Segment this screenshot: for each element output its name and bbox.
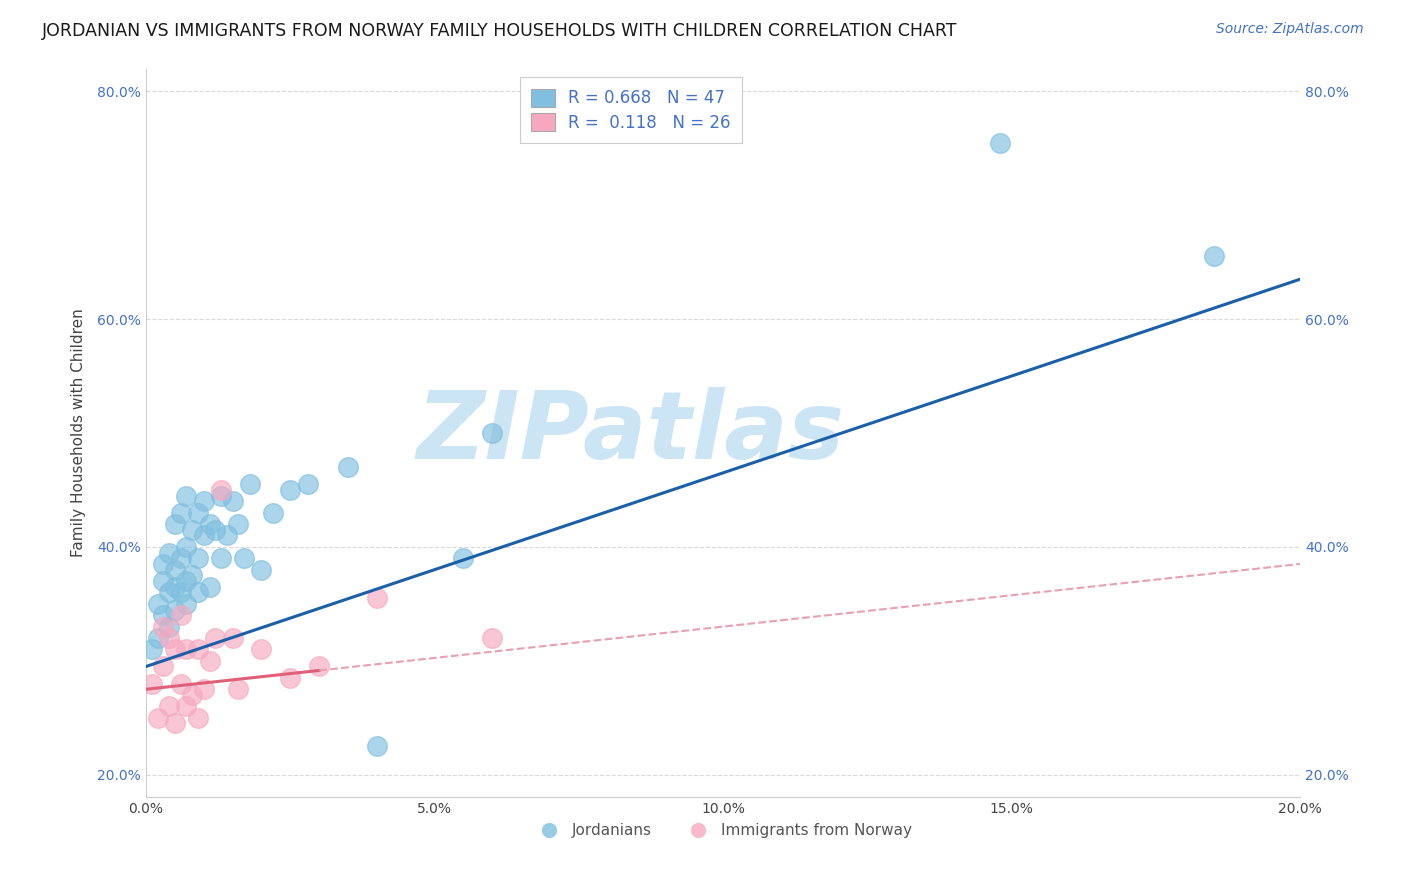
Point xyxy=(146,711,169,725)
Point xyxy=(228,517,250,532)
Point xyxy=(176,597,198,611)
Point xyxy=(163,517,186,532)
Point xyxy=(250,642,273,657)
Point xyxy=(163,716,186,731)
Point xyxy=(228,682,250,697)
Point xyxy=(152,574,174,588)
Point xyxy=(209,489,232,503)
Point xyxy=(221,494,243,508)
Point xyxy=(157,699,180,714)
Point xyxy=(198,654,221,668)
Point xyxy=(176,540,198,554)
Point xyxy=(176,489,198,503)
Point xyxy=(366,739,388,754)
Text: JORDANIAN VS IMMIGRANTS FROM NORWAY FAMILY HOUSEHOLDS WITH CHILDREN CORRELATION : JORDANIAN VS IMMIGRANTS FROM NORWAY FAMI… xyxy=(42,22,957,40)
Point xyxy=(1202,249,1225,263)
Point xyxy=(146,631,169,645)
Point xyxy=(152,619,174,633)
Text: Source: ZipAtlas.com: Source: ZipAtlas.com xyxy=(1216,22,1364,37)
Point xyxy=(146,597,169,611)
Point xyxy=(204,523,226,537)
Point xyxy=(187,585,209,599)
Point xyxy=(157,619,180,633)
Point xyxy=(193,682,215,697)
Point xyxy=(163,642,186,657)
Text: ZIPatlas: ZIPatlas xyxy=(416,387,845,479)
Point xyxy=(170,506,193,520)
Point xyxy=(181,688,204,702)
Point xyxy=(193,494,215,508)
Point xyxy=(152,557,174,571)
Point xyxy=(193,528,215,542)
Point xyxy=(198,580,221,594)
Point xyxy=(209,483,232,497)
Point xyxy=(308,659,330,673)
Point xyxy=(157,545,180,559)
Point xyxy=(176,642,198,657)
Point xyxy=(163,602,186,616)
Point xyxy=(297,477,319,491)
Point xyxy=(187,506,209,520)
Point xyxy=(250,563,273,577)
Point xyxy=(157,631,180,645)
Point xyxy=(152,608,174,623)
Y-axis label: Family Households with Children: Family Households with Children xyxy=(72,309,86,558)
Point xyxy=(141,642,163,657)
Point xyxy=(221,631,243,645)
Point xyxy=(337,460,360,475)
Point xyxy=(181,523,204,537)
Point xyxy=(187,551,209,566)
Point xyxy=(239,477,262,491)
Point xyxy=(453,551,475,566)
Point xyxy=(163,580,186,594)
Point xyxy=(988,136,1011,150)
Point xyxy=(163,563,186,577)
Point xyxy=(181,568,204,582)
Point xyxy=(187,642,209,657)
Point xyxy=(278,483,301,497)
Point xyxy=(204,631,226,645)
Point xyxy=(233,551,256,566)
Point xyxy=(278,671,301,685)
Point xyxy=(481,631,503,645)
Point xyxy=(170,551,193,566)
Point xyxy=(262,506,284,520)
Point xyxy=(209,551,232,566)
Point xyxy=(170,608,193,623)
Point xyxy=(481,425,503,440)
Point xyxy=(198,517,221,532)
Point xyxy=(157,585,180,599)
Point xyxy=(170,585,193,599)
Point xyxy=(215,528,238,542)
Legend: Jordanians, Immigrants from Norway: Jordanians, Immigrants from Norway xyxy=(529,817,918,845)
Point xyxy=(176,699,198,714)
Point xyxy=(187,711,209,725)
Point xyxy=(141,676,163,690)
Point xyxy=(176,574,198,588)
Point xyxy=(170,676,193,690)
Point xyxy=(366,591,388,606)
Point xyxy=(152,659,174,673)
